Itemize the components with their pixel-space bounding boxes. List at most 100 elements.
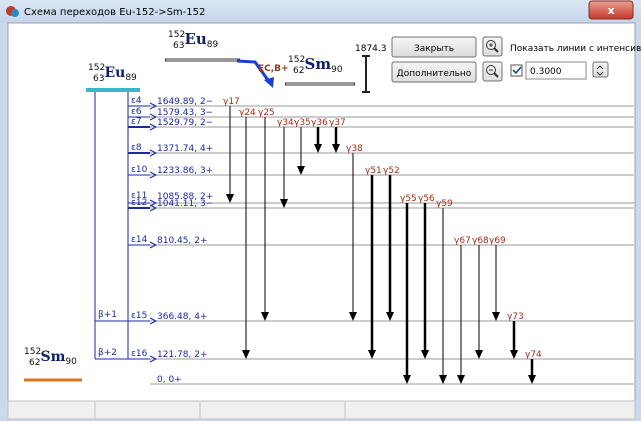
gamma-arrowhead (386, 312, 394, 321)
nuclide-sym: Sm (40, 349, 65, 365)
gamma-label: γ34 (277, 118, 294, 128)
nuclide: 152 63Eu89 (168, 30, 219, 51)
gamma-label: γ67 (454, 236, 471, 246)
checkbox[interactable] (510, 64, 523, 77)
nuclide-mass: 152 (88, 63, 105, 73)
status-bar (7, 400, 636, 420)
scale-bar (362, 55, 370, 93)
gamma-label: γ55 (400, 194, 417, 204)
nuclide-n: 90 (331, 65, 343, 75)
zoom-in[interactable] (482, 36, 503, 57)
gamma-arrowhead (332, 144, 340, 153)
nuclide-mass: 152 (24, 347, 41, 357)
gamma-arrowhead (403, 375, 411, 384)
gamma-arrowhead (349, 312, 357, 321)
decay-mode: EC,B+ (258, 64, 289, 74)
more-button-label: Дополнительно (397, 69, 472, 79)
window-title: Схема переходов Eu-152->Sm-152 (24, 7, 205, 18)
gamma-label: γ74 (525, 350, 542, 360)
gamma-label: γ52 (383, 166, 400, 176)
ec-arrowhead (149, 241, 158, 249)
gamma-label: γ25 (258, 108, 275, 118)
level-eps: ε7 (131, 117, 142, 127)
ec-arrowhead (149, 123, 158, 131)
gamma-label: γ36 (311, 118, 328, 128)
zoom-glyph (489, 43, 493, 47)
scale-label: 1874.3 (355, 44, 387, 54)
zoom-glyph (486, 40, 496, 50)
gamma-label: γ59 (436, 199, 453, 209)
level-label: 1649.89, 2− (157, 97, 213, 107)
nuclide-z: 63 (173, 41, 184, 51)
level-label: 121.78, 2+ (157, 350, 207, 360)
ec-arrowhead (149, 171, 158, 179)
gamma-label: γ73 (507, 312, 524, 322)
level-label: 1085.88, 2+ (157, 192, 213, 202)
gamma-label: γ68 (472, 236, 489, 246)
level-eps: ε11 (131, 191, 147, 201)
gamma-label: γ35 (294, 118, 311, 128)
level-eps: ε16 (131, 349, 148, 359)
level-label: 1579.43, 3− (157, 108, 213, 118)
level-label: 366.48, 4+ (157, 312, 207, 322)
nuclide-z: 63 (93, 74, 104, 84)
nuclide-sym: Eu (184, 30, 206, 48)
nuclide-n: 90 (65, 357, 77, 367)
nuclide-z: 62 (29, 358, 40, 368)
title-bar (0, 0, 641, 23)
nuclide: 152 62Sm90 (24, 347, 77, 368)
gamma-label: γ69 (489, 236, 506, 246)
gamma-arrowhead (368, 350, 376, 359)
gamma-label: γ17 (223, 97, 240, 107)
gamma-arrowhead (314, 144, 322, 153)
beta-label: β+2 (98, 348, 117, 358)
close-glyph: x (607, 4, 614, 17)
level-label: 1529.79, 2− (157, 118, 213, 128)
nuclide: 152 62Sm90 (288, 55, 343, 76)
more-button[interactable] (391, 61, 477, 83)
nuclide-n: 89 (207, 40, 219, 50)
beta-label: β+1 (98, 310, 117, 320)
close-window[interactable] (588, 0, 634, 20)
threshold-input[interactable] (525, 61, 587, 80)
level-label: 1041.11, 3− (157, 199, 213, 209)
level-eps: ε6 (131, 107, 142, 117)
spin-button[interactable] (592, 61, 609, 78)
level-label: 1371.74, 4+ (157, 144, 213, 154)
ec-arrowhead (149, 317, 158, 325)
ec-arrowhead (149, 113, 158, 121)
gamma-arrowhead (242, 350, 250, 359)
spin-glyph (596, 65, 604, 76)
zoom-out[interactable] (482, 61, 503, 82)
gamma-label: γ56 (418, 194, 435, 204)
nuclide-mass: 152 (168, 30, 185, 40)
show-label: Показать линии с интенсивно (510, 44, 641, 54)
level-label: 810.45, 2+ (157, 236, 207, 246)
level-eps: ε4 (131, 96, 142, 106)
gamma-arrowhead (492, 312, 500, 321)
nuclide-sym: Sm (304, 55, 331, 73)
nuclide-mass: 152 (288, 55, 305, 65)
gamma-arrowhead (280, 199, 288, 208)
gamma-arrowhead (528, 375, 536, 384)
close-button[interactable] (391, 36, 477, 58)
gamma-arrowhead (421, 350, 429, 359)
threshold-value: 0.3000 (530, 67, 562, 77)
canvas (7, 22, 636, 402)
zoom-glyph (493, 72, 499, 78)
level-eps: ε14 (131, 235, 148, 245)
level-eps: ε15 (131, 311, 147, 321)
ec-arrowhead (149, 102, 158, 110)
check-mark (512, 66, 522, 75)
ec-arrowhead (149, 355, 158, 363)
level-label: 1233.86, 3+ (157, 166, 213, 176)
nuclide-sym: Eu (104, 65, 125, 81)
decay-arrowhead (264, 77, 274, 88)
gamma-arrowhead (439, 375, 447, 384)
gamma-arrowhead (297, 166, 305, 175)
gamma-label: γ38 (346, 144, 363, 154)
ec-arrowhead (149, 204, 158, 212)
gamma-arrowhead (457, 375, 465, 384)
gamma-label: γ37 (329, 118, 346, 128)
